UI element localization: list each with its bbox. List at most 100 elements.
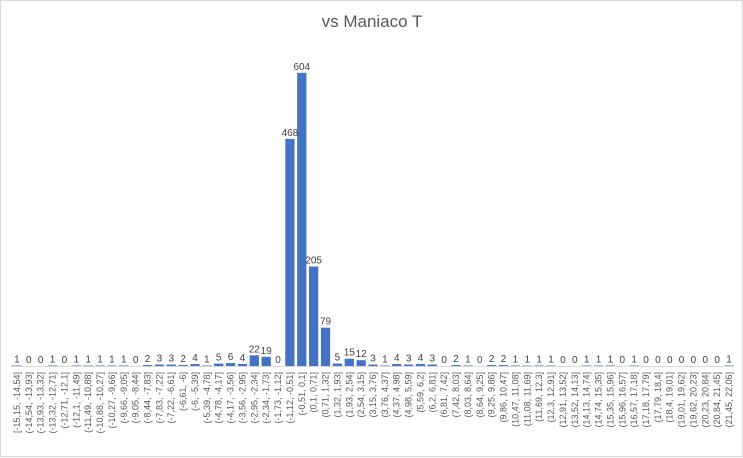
x-tick-label: (20,23, 20,84]	[700, 372, 710, 428]
bar	[345, 359, 354, 366]
bar	[178, 365, 187, 366]
x-tick-label: (-4,17, -3,56]	[226, 372, 236, 424]
x-tick-label: (-7,83, -7,22]	[154, 372, 164, 424]
x-tick-label: (17,18, 17,79]	[641, 372, 651, 428]
data-label: 2	[453, 354, 459, 365]
x-tick-label: (-0,51, 0,1]	[297, 372, 307, 416]
data-label: 0	[667, 355, 673, 366]
data-label: 12	[356, 349, 368, 360]
x-tick-label: (15,96, 16,57]	[617, 372, 627, 428]
x-tick-label: (-14,54, -13,93]	[24, 372, 34, 434]
bar	[167, 365, 176, 366]
x-tick-label: (-3,56, -2,95]	[237, 372, 247, 424]
data-label: 79	[320, 317, 332, 328]
data-label: 2	[501, 354, 507, 365]
bar	[226, 363, 235, 366]
data-label: 0	[572, 355, 578, 366]
x-tick-label: (21,45, 22,06]	[724, 372, 734, 428]
data-label: 5	[335, 353, 341, 364]
x-tick-label: (18,4, 19,01]	[665, 372, 675, 423]
data-label: 604	[293, 62, 310, 73]
data-label: 3	[168, 354, 174, 365]
x-tick-label: (-10,27, -9,66]	[107, 372, 117, 429]
data-label: 0	[643, 355, 649, 366]
bar	[416, 364, 425, 366]
x-tick-label: (13,52, 14,13]	[570, 372, 580, 428]
data-label: 1	[596, 355, 602, 366]
data-label: 5	[216, 353, 222, 364]
data-label: 1	[204, 355, 210, 366]
data-label: 6	[228, 352, 234, 363]
x-tick-label: (19,01, 19,62]	[677, 372, 687, 428]
data-label: 3	[406, 354, 412, 365]
data-label: 3	[370, 354, 376, 365]
data-label: 0	[62, 355, 68, 366]
data-label: 0	[275, 355, 281, 366]
x-tick-label: (-13,32, -12,71]	[48, 372, 58, 434]
data-label: 205	[305, 256, 322, 267]
x-tick-label: (0,71, 1,32]	[321, 372, 331, 418]
bar	[357, 360, 366, 366]
data-label: 1	[608, 355, 614, 366]
x-tick-label: (8,03, 8,64]	[463, 372, 473, 418]
data-label: 4	[240, 353, 246, 364]
x-tick-label: (3,15, 3,76]	[368, 372, 378, 418]
x-tick-label: (-5,39, -4,78]	[202, 372, 212, 424]
data-label: 0	[619, 355, 625, 366]
bar	[262, 357, 271, 366]
x-tick-label: (-6, -5,39]	[190, 372, 200, 411]
x-tick-label: (6,81, 7,42]	[439, 372, 449, 418]
x-tick-label: (5,59, 6,2]	[415, 372, 425, 413]
data-label: 1	[382, 355, 388, 366]
data-label: 1	[73, 355, 79, 366]
data-label: 0	[703, 355, 709, 366]
data-label: 0	[477, 355, 483, 366]
x-tick-label: (12,91, 13,52]	[558, 372, 568, 428]
x-tick-label: (14,74, 15,35]	[594, 372, 604, 428]
bar	[321, 328, 330, 366]
data-label: 0	[691, 355, 697, 366]
x-tick-label: (9,25, 9,86]	[487, 372, 497, 418]
data-label: 2	[180, 354, 186, 365]
x-tick-label: (-7,22, -6,61]	[166, 372, 176, 424]
x-tick-label: (1,93, 2,54]	[344, 372, 354, 418]
x-tick-label: (14,13, 14,74]	[582, 372, 592, 428]
x-tick-label: (9,86, 10,47]	[499, 372, 509, 423]
bar	[155, 365, 164, 366]
x-tick-label: (-9,05, -8,44]	[131, 372, 141, 424]
x-tick-label: (10,47, 11,08]	[510, 372, 520, 427]
x-tick-label: (8,64, 9,25]	[475, 372, 485, 418]
x-tick-label: (17,79, 18,4]	[653, 372, 663, 423]
data-label: 1	[726, 355, 732, 366]
data-label: 1	[584, 355, 590, 366]
data-label: 15	[344, 348, 356, 359]
data-label: 1	[513, 355, 519, 366]
bar	[428, 365, 437, 366]
bar	[487, 365, 496, 366]
data-label: 1	[121, 355, 127, 366]
data-label: 3	[157, 354, 163, 365]
x-tick-label: (16,57, 17,18]	[629, 372, 639, 428]
x-tick-label: (-13,93, -13,32]	[36, 372, 46, 434]
data-label: 0	[560, 355, 566, 366]
x-tick-label: (6,2, 6,81]	[427, 372, 437, 413]
data-label: 3	[430, 354, 436, 365]
data-label: 22	[249, 344, 261, 355]
x-tick-label: (0,1, 0,71]	[309, 372, 319, 413]
bar	[404, 365, 413, 366]
x-tick-label: (-6,61, -6]	[178, 372, 188, 411]
bar	[368, 365, 377, 366]
x-tick-label: [-15,15, -14,54]	[12, 372, 22, 433]
x-tick-label: (-8,44, -7,83]	[142, 372, 152, 424]
data-label: 1	[109, 355, 115, 366]
x-tick-label: (-2,95, -2,34]	[249, 372, 259, 424]
x-tick-label: (15,35, 15,96]	[605, 372, 615, 428]
data-label: 1	[548, 355, 554, 366]
x-tick-label: (-1,73, -1,12]	[273, 372, 283, 424]
x-tick-label: (-2,34, -1,73]	[261, 372, 271, 424]
bar	[297, 73, 306, 366]
data-label: 2	[145, 354, 151, 365]
data-label: 0	[714, 355, 720, 366]
